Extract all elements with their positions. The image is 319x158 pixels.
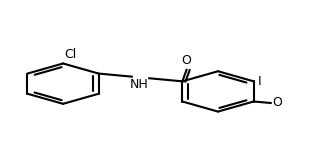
Text: Cl: Cl	[65, 48, 77, 61]
Text: O: O	[272, 97, 282, 109]
Text: I: I	[257, 75, 261, 88]
Text: O: O	[182, 54, 191, 67]
Text: NH: NH	[130, 78, 148, 91]
